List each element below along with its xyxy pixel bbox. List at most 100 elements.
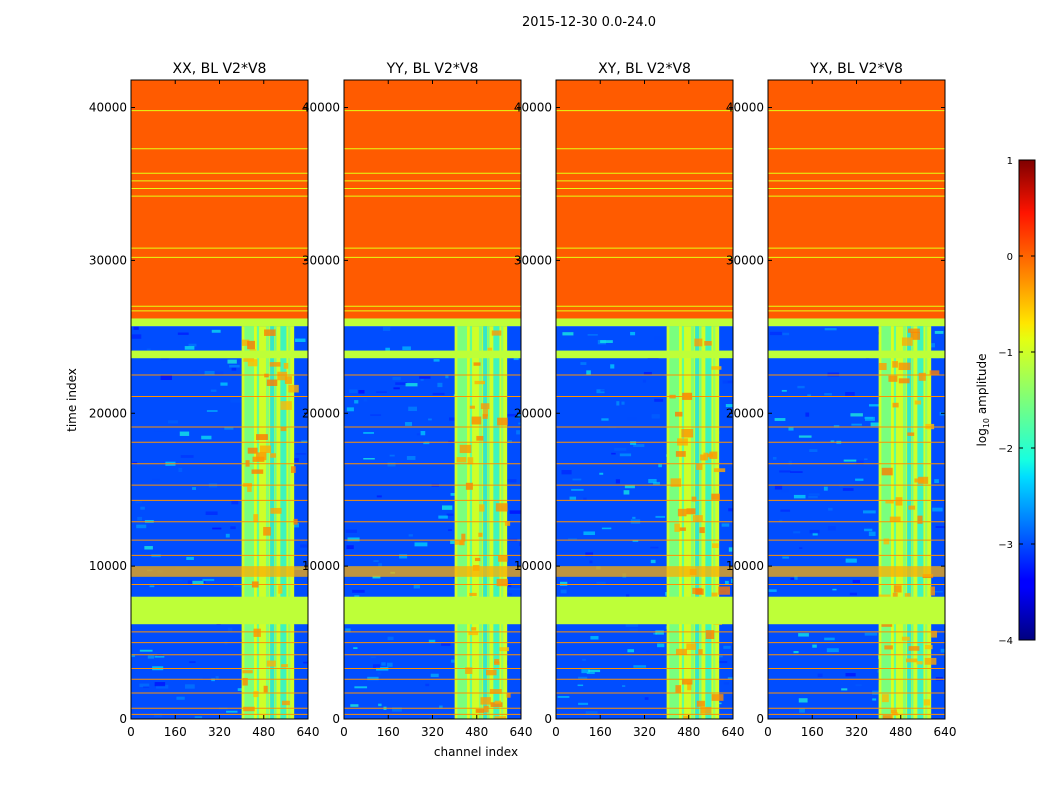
noise-cell bbox=[206, 410, 218, 412]
noise-cell bbox=[845, 673, 856, 677]
noise-cell bbox=[856, 460, 864, 465]
noise-cell bbox=[184, 346, 195, 350]
noise-cell bbox=[807, 394, 811, 397]
noise-cell bbox=[780, 509, 791, 512]
noise-cell bbox=[393, 387, 400, 390]
noise-cell bbox=[230, 398, 242, 403]
noise-cell bbox=[774, 485, 783, 490]
hot-cell bbox=[474, 557, 481, 562]
noise-cell bbox=[732, 519, 733, 523]
y-tick-label: 30000 bbox=[302, 253, 340, 267]
noise-cell bbox=[630, 331, 636, 336]
hot-cell bbox=[253, 514, 259, 523]
noise-cell bbox=[798, 633, 809, 637]
hot-cell bbox=[930, 630, 938, 638]
noise-cell bbox=[131, 654, 136, 658]
noise-cell bbox=[387, 636, 394, 641]
noise-cell bbox=[439, 705, 443, 709]
noise-cell bbox=[863, 510, 876, 514]
noise-cell bbox=[798, 435, 812, 438]
noise-cell bbox=[370, 414, 382, 416]
noise-cell bbox=[513, 357, 519, 361]
noise-cell bbox=[934, 330, 944, 334]
noise-cell bbox=[194, 716, 203, 719]
channel-stripe bbox=[705, 326, 712, 719]
noise-cell bbox=[809, 529, 820, 534]
hot-cell bbox=[683, 715, 689, 719]
hot-cell bbox=[924, 644, 933, 650]
hot-cell bbox=[263, 685, 268, 693]
hot-cell bbox=[677, 508, 687, 517]
noise-cell bbox=[583, 497, 587, 501]
channel-stripe bbox=[457, 326, 468, 719]
hot-cell bbox=[686, 508, 696, 515]
noise-cell bbox=[345, 628, 351, 633]
noise-cell bbox=[408, 534, 413, 537]
noise-cell bbox=[864, 416, 875, 421]
hot-cell bbox=[277, 371, 288, 381]
noise-cell bbox=[408, 406, 417, 412]
hot-cell bbox=[461, 533, 466, 542]
noise-cell bbox=[177, 332, 189, 335]
panel-title: XY, BL V2*V8 bbox=[598, 61, 691, 77]
channel-stripe bbox=[467, 326, 470, 719]
noise-cell bbox=[507, 479, 517, 483]
noise-cell bbox=[832, 588, 837, 591]
x-tick-label: 160 bbox=[377, 725, 400, 739]
hot-cell bbox=[709, 451, 718, 459]
hot-cell bbox=[923, 699, 931, 706]
hot-cell bbox=[483, 408, 488, 417]
hot-cell bbox=[269, 362, 281, 367]
x-tick-label: 320 bbox=[845, 725, 868, 739]
noise-cell bbox=[833, 425, 840, 428]
noise-cell bbox=[646, 650, 650, 653]
noise-cell bbox=[450, 539, 455, 544]
noise-cell bbox=[724, 580, 729, 585]
hot-cell bbox=[459, 444, 472, 454]
noise-cell bbox=[389, 454, 395, 457]
channel-stripe bbox=[902, 326, 907, 719]
noise-cell bbox=[137, 516, 143, 521]
noise-cell bbox=[599, 472, 604, 475]
hot-cell bbox=[284, 376, 292, 384]
hot-cell bbox=[682, 678, 693, 685]
noise-cell bbox=[600, 340, 613, 343]
noise-cell bbox=[827, 372, 840, 377]
hot-cell bbox=[711, 493, 720, 500]
noise-cell bbox=[560, 589, 567, 594]
hot-cell bbox=[469, 405, 475, 409]
hot-cell bbox=[914, 400, 922, 405]
y-tick-label: 0 bbox=[544, 712, 552, 726]
noise-cell bbox=[728, 547, 733, 552]
noise-cell bbox=[601, 418, 609, 421]
hot-cell bbox=[686, 643, 697, 650]
hot-cell bbox=[290, 466, 296, 473]
noise-cell bbox=[516, 430, 520, 435]
noise-cell bbox=[146, 348, 151, 351]
noise-cell bbox=[178, 467, 183, 473]
noise-cell bbox=[805, 412, 810, 417]
noise-cell bbox=[516, 513, 521, 516]
hot-cell bbox=[483, 705, 489, 713]
hot-cell bbox=[476, 435, 484, 441]
noise-cell bbox=[233, 583, 246, 588]
hot-cell bbox=[687, 682, 692, 691]
noise-cell bbox=[632, 540, 639, 542]
noise-cell bbox=[650, 546, 659, 549]
noise-cell bbox=[654, 398, 664, 402]
noise-cell bbox=[601, 527, 612, 530]
noise-cell bbox=[346, 545, 354, 550]
channel-stripe bbox=[907, 326, 912, 719]
hot-cell bbox=[924, 657, 937, 665]
noise-cell bbox=[643, 371, 652, 375]
noise-cell bbox=[769, 331, 782, 336]
colorbar-tick-label: 0 bbox=[1007, 252, 1013, 263]
hot-cell bbox=[905, 658, 918, 663]
channel-stripe bbox=[699, 326, 702, 719]
hot-cell bbox=[247, 483, 252, 492]
noise-cell bbox=[569, 496, 577, 500]
noise-cell bbox=[295, 338, 306, 342]
hot-cell bbox=[907, 432, 915, 436]
noise-cell bbox=[352, 589, 365, 593]
